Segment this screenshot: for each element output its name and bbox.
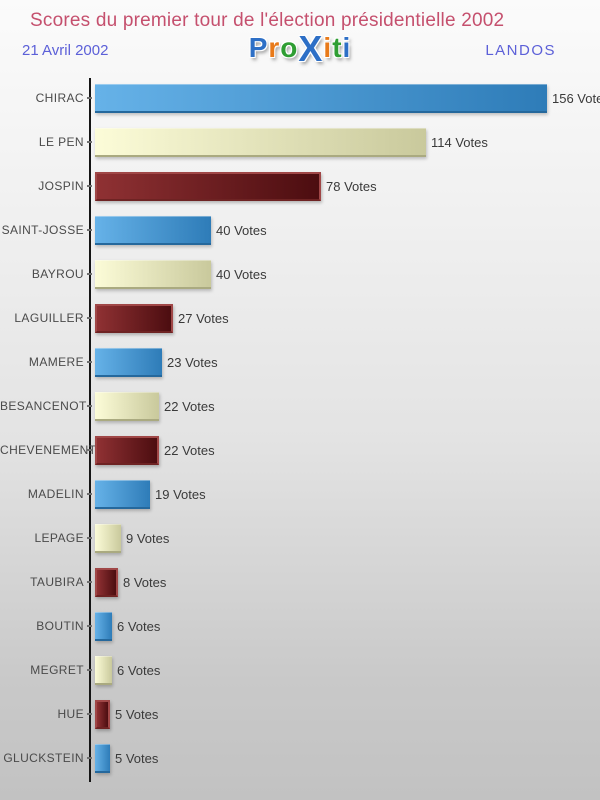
candidate-label: GLUCKSTEIN bbox=[3, 751, 84, 765]
chart-row: CHIRAC 156 Votes bbox=[0, 76, 600, 120]
candidate-label: LE PEN bbox=[38, 135, 84, 149]
y-axis-line bbox=[89, 78, 91, 782]
tick-mark bbox=[87, 757, 92, 759]
logo-letter: i bbox=[323, 32, 333, 63]
candidate-label: CHEVENEMENT bbox=[0, 443, 97, 457]
location-label: LANDOS bbox=[485, 42, 556, 59]
chart-row: MADELIN 19 Votes bbox=[0, 472, 600, 516]
tick-mark bbox=[87, 361, 92, 363]
candidate-label: JOSPIN bbox=[38, 179, 84, 193]
chart-row: CHEVENEMENT 22 Votes bbox=[0, 428, 600, 472]
chart-row: LEPAGE 9 Votes bbox=[0, 516, 600, 560]
vote-count-label: 40 Votes bbox=[216, 222, 267, 238]
candidate-label: HUE bbox=[57, 707, 84, 721]
tick-mark bbox=[87, 317, 92, 319]
logo-letter: P bbox=[248, 32, 269, 63]
chart-row: MAMERE 23 Votes bbox=[0, 340, 600, 384]
candidate-label: BOUTIN bbox=[36, 619, 84, 633]
chart-row: BAYROU 40 Votes bbox=[0, 252, 600, 296]
tick-mark bbox=[87, 625, 92, 627]
vote-bar bbox=[95, 655, 112, 685]
chart-row: JOSPIN 78 Votes bbox=[0, 164, 600, 208]
vote-count-label: 5 Votes bbox=[115, 750, 159, 766]
chart-row: LAGUILLER 27 Votes bbox=[0, 296, 600, 340]
chart-title: Scores du premier tour de l'élection pré… bbox=[30, 10, 505, 31]
chart-row: BESANCENOT 22 Votes bbox=[0, 384, 600, 428]
vote-bar bbox=[95, 567, 118, 597]
tick-mark bbox=[87, 141, 92, 143]
logo-letter: o bbox=[280, 32, 299, 63]
vote-count-label: 9 Votes bbox=[126, 530, 170, 546]
chart-row: SAINT-JOSSE 40 Votes bbox=[0, 208, 600, 252]
vote-count-label: 78 Votes bbox=[326, 178, 377, 194]
logo-letter: i bbox=[342, 32, 352, 63]
tick-mark bbox=[87, 405, 92, 407]
vote-bar bbox=[95, 699, 110, 729]
tick-mark bbox=[87, 185, 92, 187]
candidate-label: TAUBIRA bbox=[30, 575, 84, 589]
vote-count-label: 6 Votes bbox=[117, 618, 161, 634]
logo-letter: t bbox=[332, 32, 343, 63]
candidate-label: LAGUILLER bbox=[14, 311, 84, 325]
candidate-label: BESANCENOT bbox=[0, 399, 87, 413]
candidate-label: CHIRAC bbox=[35, 91, 84, 105]
logo-letter: X bbox=[298, 28, 324, 69]
vote-count-label: 40 Votes bbox=[216, 266, 267, 282]
vote-bar bbox=[95, 171, 321, 201]
vote-bar bbox=[95, 743, 110, 773]
bar-chart: CHIRAC 156 Votes LE PEN 114 Votes JOSPIN… bbox=[0, 76, 600, 786]
candidate-label: LEPAGE bbox=[34, 531, 84, 545]
logo-letter: r bbox=[268, 32, 281, 63]
vote-bar bbox=[95, 611, 112, 641]
tick-mark bbox=[87, 97, 92, 99]
tick-mark bbox=[87, 713, 92, 715]
proxiti-logo: ProXiti bbox=[0, 31, 600, 67]
candidate-label: MAMERE bbox=[28, 355, 84, 369]
tick-mark bbox=[87, 669, 92, 671]
candidate-label: BAYROU bbox=[31, 267, 84, 281]
vote-bar bbox=[95, 347, 162, 377]
vote-count-label: 5 Votes bbox=[115, 706, 159, 722]
chart-row: LE PEN 114 Votes bbox=[0, 120, 600, 164]
vote-bar bbox=[95, 83, 547, 113]
tick-mark bbox=[87, 229, 92, 231]
candidate-label: MADELIN bbox=[27, 487, 84, 501]
tick-mark bbox=[87, 493, 92, 495]
candidate-label: SAINT-JOSSE bbox=[1, 223, 84, 237]
chart-rows: CHIRAC 156 Votes LE PEN 114 Votes JOSPIN… bbox=[0, 76, 600, 780]
vote-count-label: 8 Votes bbox=[123, 574, 167, 590]
tick-mark bbox=[87, 449, 92, 451]
vote-bar bbox=[95, 479, 150, 509]
vote-count-label: 22 Votes bbox=[164, 398, 215, 414]
vote-count-label: 156 Votes bbox=[552, 90, 600, 106]
vote-count-label: 22 Votes bbox=[164, 442, 215, 458]
chart-row: TAUBIRA 8 Votes bbox=[0, 560, 600, 604]
chart-row: MEGRET 6 Votes bbox=[0, 648, 600, 692]
vote-count-label: 19 Votes bbox=[155, 486, 206, 502]
vote-bar bbox=[95, 391, 159, 421]
vote-bar bbox=[95, 259, 211, 289]
vote-bar bbox=[95, 303, 173, 333]
vote-count-label: 6 Votes bbox=[117, 662, 161, 678]
chart-row: BOUTIN 6 Votes bbox=[0, 604, 600, 648]
date-label: 21 Avril 2002 bbox=[22, 42, 109, 59]
vote-count-label: 114 Votes bbox=[431, 134, 488, 150]
vote-bar bbox=[95, 435, 159, 465]
chart-row: GLUCKSTEIN 5 Votes bbox=[0, 736, 600, 780]
vote-count-label: 23 Votes bbox=[167, 354, 218, 370]
tick-mark bbox=[87, 581, 92, 583]
vote-bar bbox=[95, 523, 121, 553]
vote-count-label: 27 Votes bbox=[178, 310, 229, 326]
vote-bar bbox=[95, 127, 426, 157]
chart-row: HUE 5 Votes bbox=[0, 692, 600, 736]
vote-bar bbox=[95, 215, 211, 245]
tick-mark bbox=[87, 273, 92, 275]
tick-mark bbox=[87, 537, 92, 539]
candidate-label: MEGRET bbox=[30, 663, 84, 677]
